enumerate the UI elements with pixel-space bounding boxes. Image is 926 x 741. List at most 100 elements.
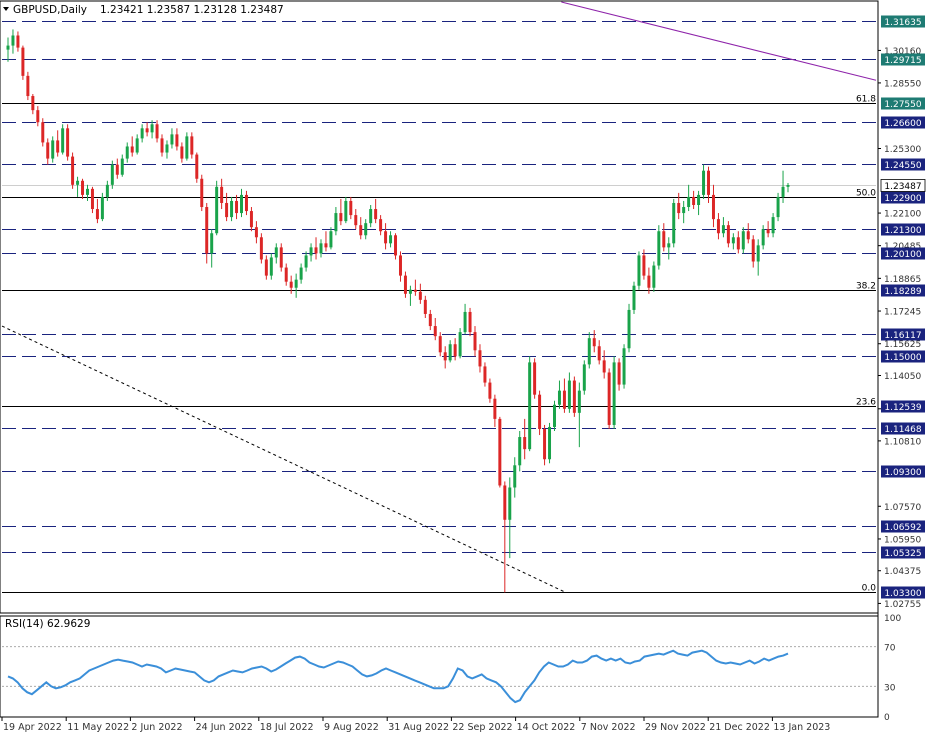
bear-candle [205, 207, 209, 254]
bear-candle [339, 213, 343, 222]
current-price-box [880, 179, 926, 192]
bull-candle [86, 188, 89, 195]
bull-candle [329, 231, 333, 248]
time-tick-label: 9 Aug 2022 [324, 722, 379, 733]
bear-candle [384, 231, 388, 244]
time-tick-label: 22 Sep 2022 [452, 722, 512, 733]
price-tick-label: 1.25300 [884, 145, 921, 155]
bull-candle [269, 257, 273, 276]
bear-candle [726, 225, 730, 244]
bear-candle [41, 122, 45, 143]
bear-candle [493, 398, 497, 419]
level-price-label: 1.21300 [884, 226, 921, 236]
bear-candle [523, 437, 527, 450]
bear-candle [115, 164, 119, 175]
bull-candle [622, 348, 626, 385]
level-price-label: 1.09300 [884, 468, 921, 478]
bull-candle [230, 200, 234, 218]
level-price-label: 1.16117 [884, 331, 921, 341]
level-price-box [881, 53, 925, 66]
price-tick-label: 1.17245 [884, 308, 921, 318]
rsi-tick-label: 70 [884, 644, 896, 654]
bear-candle [279, 247, 283, 268]
bear-candle [36, 110, 40, 123]
bull-candle [125, 146, 129, 159]
bull-candle [120, 158, 124, 175]
bull-candle [582, 364, 586, 391]
bear-candle [716, 219, 720, 234]
bear-candle [284, 267, 288, 282]
bear-candle [478, 350, 482, 367]
bull-candle [389, 235, 393, 244]
bear-candle [394, 235, 398, 256]
bear-candle [359, 225, 363, 236]
bear-candle [413, 289, 417, 292]
bear-candle [31, 96, 35, 111]
bear-candle [403, 275, 407, 294]
fib-level-label: 23.6 [856, 398, 876, 408]
bear-candle [145, 128, 149, 133]
time-tick-label: 14 Oct 2022 [517, 722, 576, 733]
bear-candle [220, 186, 224, 203]
fib-level-label: 61.8 [856, 95, 876, 105]
bear-candle [71, 156, 75, 185]
bull-candle [304, 255, 308, 268]
bear-candle [433, 326, 437, 337]
bull-candle [687, 196, 691, 208]
level-price-box [881, 546, 925, 559]
bull-candle [165, 144, 169, 153]
bear-candle [56, 140, 60, 153]
bull-candle [781, 186, 785, 197]
bear-candle [90, 188, 94, 210]
level-price-box [881, 422, 925, 435]
bear-candle [354, 215, 358, 226]
level-price-box [881, 586, 925, 599]
symbol-label: GBPUSD,Daily [13, 4, 87, 16]
level-price-label: 1.18289 [884, 287, 921, 297]
bull-candle [721, 225, 725, 234]
time-tick-label: 31 Aug 2022 [388, 722, 449, 733]
bear-candle [225, 202, 229, 218]
time-tick-label: 7 Nov 2022 [581, 722, 636, 733]
time-tick-label: 24 Jun 2022 [196, 722, 253, 733]
bull-candle [702, 170, 706, 195]
bull-candle [6, 45, 10, 50]
bull-candle [587, 338, 591, 365]
level-price-box [881, 191, 925, 204]
bear-candle [81, 180, 85, 195]
bear-candle [259, 237, 263, 260]
bear-candle [692, 196, 696, 205]
bull-candle [577, 390, 581, 413]
price-tick-label: 1.04375 [884, 567, 921, 577]
bull-candle [463, 311, 467, 333]
bear-candle [418, 291, 422, 300]
level-price-label: 1.05325 [884, 549, 921, 559]
bull-candle [567, 380, 571, 409]
bear-candle [488, 382, 492, 399]
bear-candle [483, 366, 487, 383]
bull-candle [299, 267, 303, 280]
bull-candle [731, 237, 735, 244]
dotted-trendline [1, 325, 566, 593]
rsi-header: RSI(14) 62.9629 [5, 618, 90, 630]
price-tick-label: 1.20485 [884, 242, 921, 252]
collapse-triangle-icon[interactable] [3, 7, 9, 11]
resistance-trendline [561, 1, 877, 81]
bear-candle [602, 360, 606, 373]
bear-candle [647, 275, 651, 288]
time-tick-label: 13 Jan 2023 [773, 722, 830, 733]
bear-candle [538, 394, 542, 429]
level-price-label: 1.12539 [884, 403, 921, 413]
time-tick-label: 29 Nov 2022 [645, 722, 706, 733]
bear-candle [662, 231, 666, 248]
bull-candle [632, 285, 636, 310]
bull-candle [448, 344, 452, 361]
bull-candle [458, 332, 462, 357]
bull-candle [786, 185, 790, 187]
ohlc-values: 1.23421 1.23587 1.23128 1.23487 [100, 4, 284, 16]
trendlines [1, 1, 877, 593]
bull-candle [61, 128, 65, 153]
time-tick-label: 18 Jul 2022 [260, 722, 314, 733]
bear-candle [21, 47, 25, 76]
